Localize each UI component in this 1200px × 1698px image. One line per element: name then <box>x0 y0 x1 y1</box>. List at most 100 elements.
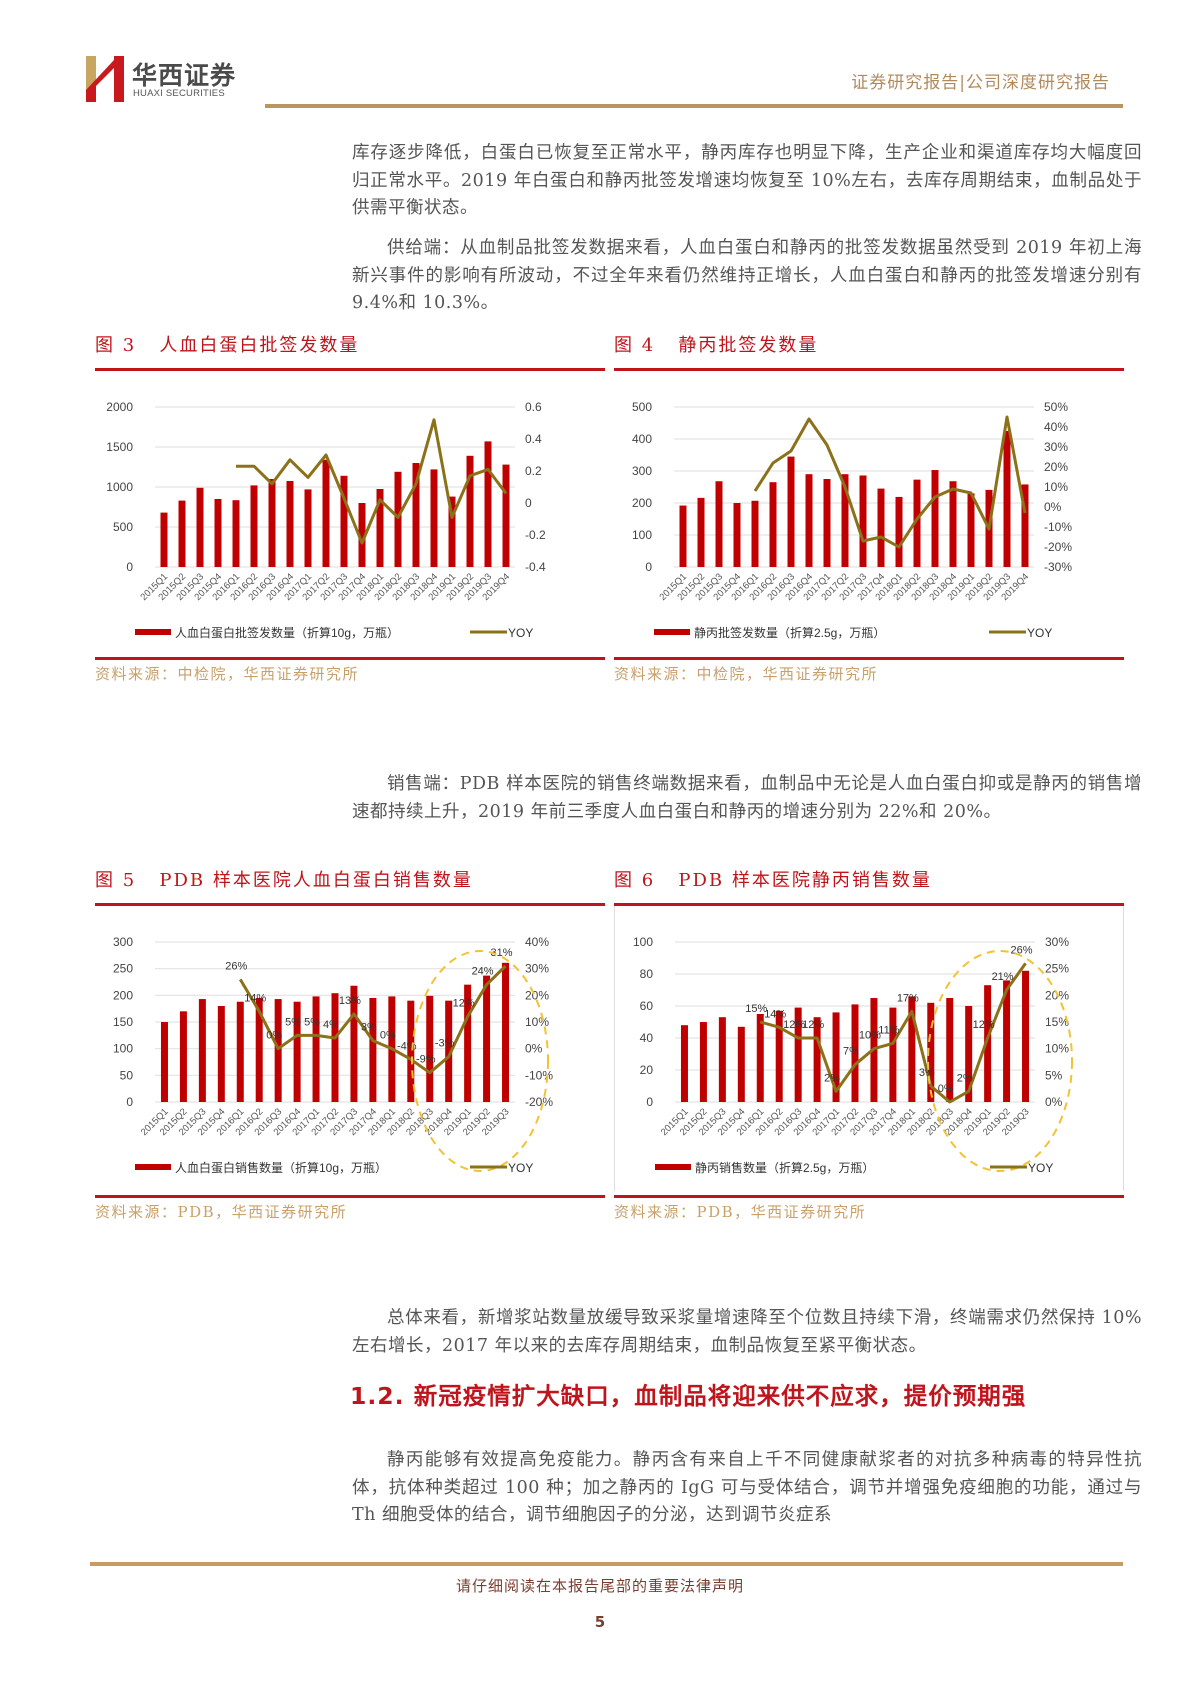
chart-ivig-hospital-sales: 0204060801000%5%10%15%20%25%30%2015Q1201… <box>614 906 1124 1191</box>
svg-text:300: 300 <box>632 464 652 478</box>
svg-text:YOY: YOY <box>508 1161 533 1175</box>
svg-text:30%: 30% <box>525 962 549 976</box>
chart-albumin-hospital-sales: 0 50 100 150 200 250 300 -20% -10% 0% 10% 20% 30% 40%… <box>113 935 553 1175</box>
svg-text:12%: 12% <box>783 1019 805 1031</box>
svg-text:15%: 15% <box>745 1003 767 1015</box>
figure-3-title: 图 3 人血白蛋白批签发数量 <box>95 335 360 356</box>
svg-text:10%: 10% <box>525 1015 549 1029</box>
svg-text:12%: 12% <box>802 1019 824 1031</box>
svg-text:400: 400 <box>632 432 652 446</box>
svg-text:14%: 14% <box>244 992 266 1004</box>
svg-text:11%: 11% <box>878 1024 899 1036</box>
svg-text:500: 500 <box>632 400 652 414</box>
svg-text:0%: 0% <box>1045 1095 1063 1109</box>
figure-6-top-rule <box>614 903 1124 906</box>
svg-text:人血白蛋白销售数量（折算10g，万瓶）: 人血白蛋白销售数量（折算10g，万瓶） <box>175 1160 387 1175</box>
figure-5-bottom-rule <box>95 1195 605 1198</box>
svg-text:20: 20 <box>640 1063 654 1077</box>
svg-text:30%: 30% <box>1045 935 1069 949</box>
svg-text:15%: 15% <box>1045 1015 1069 1029</box>
figure-4-bottom-rule <box>614 657 1124 660</box>
svg-text:2%: 2% <box>824 1072 840 1084</box>
svg-text:0.6: 0.6 <box>525 400 542 414</box>
svg-text:4%: 4% <box>323 1019 339 1031</box>
svg-text:3%: 3% <box>919 1067 935 1079</box>
svg-text:80: 80 <box>640 967 654 981</box>
svg-text:25%: 25% <box>1045 962 1069 976</box>
svg-text:150: 150 <box>113 1015 133 1029</box>
svg-text:12%: 12% <box>973 1019 995 1031</box>
svg-text:13%: 13% <box>339 995 361 1007</box>
figure-6-source: 资料来源：PDB，华西证券研究所 <box>614 1203 867 1221</box>
svg-text:250: 250 <box>113 962 133 976</box>
section-heading-1-2: 1.2. 新冠疫情扩大缺口，血制品将迎来供不应求，提价预期强 <box>350 1382 1027 1410</box>
legal-notice: 请仔细阅读在本报告尾部的重要法律声明 <box>455 1577 744 1595</box>
svg-text:24%: 24% <box>472 966 494 978</box>
logo-chinese-name: 华西证券 <box>132 61 237 90</box>
figure-3: 图 3 人血白蛋白批签发数量 0 500 1000 1500 2000 -0.4 -0.2 0… <box>95 331 605 684</box>
svg-text:14%: 14% <box>764 1008 786 1020</box>
svg-text:12%: 12% <box>453 998 475 1010</box>
svg-text:1500: 1500 <box>106 440 133 454</box>
svg-text:500: 500 <box>113 520 133 534</box>
svg-text:YOY: YOY <box>1028 1161 1053 1175</box>
svg-text:-10%: -10% <box>1044 520 1072 534</box>
figure-5-top-rule <box>95 903 605 906</box>
figure-6-title: 图 6 PDB 样本医院静丙销售数量 <box>614 870 932 891</box>
svg-text:静丙销售数量（折算2.5g，万瓶）: 静丙销售数量（折算2.5g，万瓶） <box>695 1160 874 1175</box>
svg-text:-0.4: -0.4 <box>525 560 546 574</box>
svg-text:0%: 0% <box>1044 500 1062 514</box>
svg-text:0: 0 <box>126 560 133 574</box>
svg-text:100: 100 <box>633 935 653 949</box>
figure-4-title: 图 4 静丙批签发数量 <box>614 335 819 356</box>
figure-5-source: 资料来源：PDB，华西证券研究所 <box>95 1203 348 1221</box>
svg-text:31%: 31% <box>491 947 513 959</box>
report-type: 证券研究报告|公司深度研究报告 <box>851 73 1110 93</box>
figure-3-bottom-rule <box>95 657 605 660</box>
svg-text:-4%: -4% <box>397 1040 417 1052</box>
svg-text:-10%: -10% <box>525 1068 553 1082</box>
svg-text:YOY: YOY <box>508 626 533 640</box>
svg-text:0%: 0% <box>266 1030 282 1042</box>
svg-text:26%: 26% <box>1011 944 1033 956</box>
svg-text:0: 0 <box>645 560 652 574</box>
svg-text:3%: 3% <box>361 1022 377 1034</box>
svg-text:40%: 40% <box>1044 420 1068 434</box>
svg-text:26%: 26% <box>225 960 247 972</box>
svg-text:60: 60 <box>640 999 654 1013</box>
svg-text:0: 0 <box>126 1095 133 1109</box>
figure-4-source: 资料来源：中检院，华西证券研究所 <box>614 665 879 683</box>
svg-text:300: 300 <box>113 935 133 949</box>
svg-text:30%: 30% <box>1044 440 1068 454</box>
paragraph-ivig-immunity: 静丙能够有效提高免疫能力。静丙含有来自上千不同健康献浆者的对抗多种病毒的特异性抗… <box>352 1450 1142 1525</box>
svg-text:0.2: 0.2 <box>525 464 542 478</box>
svg-text:5%: 5% <box>285 1016 301 1028</box>
svg-text:50%: 50% <box>1044 400 1068 414</box>
paragraph-summary: 总体来看，新增浆站数量放缓导致采浆量增速降至个位数且持续下滑，终端需求仍然保持 … <box>352 1308 1142 1356</box>
svg-text:0%: 0% <box>938 1083 954 1095</box>
svg-text:0%: 0% <box>525 1042 543 1056</box>
svg-text:200: 200 <box>632 496 652 510</box>
svg-text:-9%: -9% <box>416 1054 436 1066</box>
figure-4-top-rule <box>614 368 1124 371</box>
page-number: 5 <box>594 1613 606 1631</box>
chart-albumin-batch-release: 0500100015002000-0.4-0.200.20.40.62015Q1… <box>106 400 546 640</box>
figure-5-title: 图 5 PDB 样本医院人血白蛋白销售数量 <box>95 870 473 891</box>
figure-4: 图 4 静丙批签发数量 0 100 200 300 400 500 -30% -20% -10%… <box>614 331 1124 684</box>
figure-3-top-rule <box>95 368 605 371</box>
svg-text:50: 50 <box>120 1068 134 1082</box>
svg-text:-0.2: -0.2 <box>525 528 546 542</box>
svg-text:0%: 0% <box>380 1030 396 1042</box>
svg-text:100: 100 <box>113 1042 133 1056</box>
paragraph-inventory: 库存逐步降低，白蛋白已恢复至正常水平，静丙库存也明显下降，生产企业和渠道库存均大… <box>352 143 1142 218</box>
figure-6: 图 6 PDB 样本医院静丙销售数量 0 20 40 60 80 100 0% 5% 10% 15… <box>614 866 1124 1222</box>
svg-text:7%: 7% <box>843 1046 859 1058</box>
svg-text:人血白蛋白批签发数量（折算10g，万瓶）: 人血白蛋白批签发数量（折算10g，万瓶） <box>175 625 399 640</box>
footer-divider <box>90 1562 1123 1566</box>
svg-text:2000: 2000 <box>106 400 133 414</box>
svg-text:-20%: -20% <box>525 1095 553 1109</box>
svg-text:10%: 10% <box>1044 480 1068 494</box>
header-divider <box>265 104 1123 108</box>
svg-text:0: 0 <box>525 496 532 510</box>
figure-3-source: 资料来源：中检院，华西证券研究所 <box>95 665 360 683</box>
